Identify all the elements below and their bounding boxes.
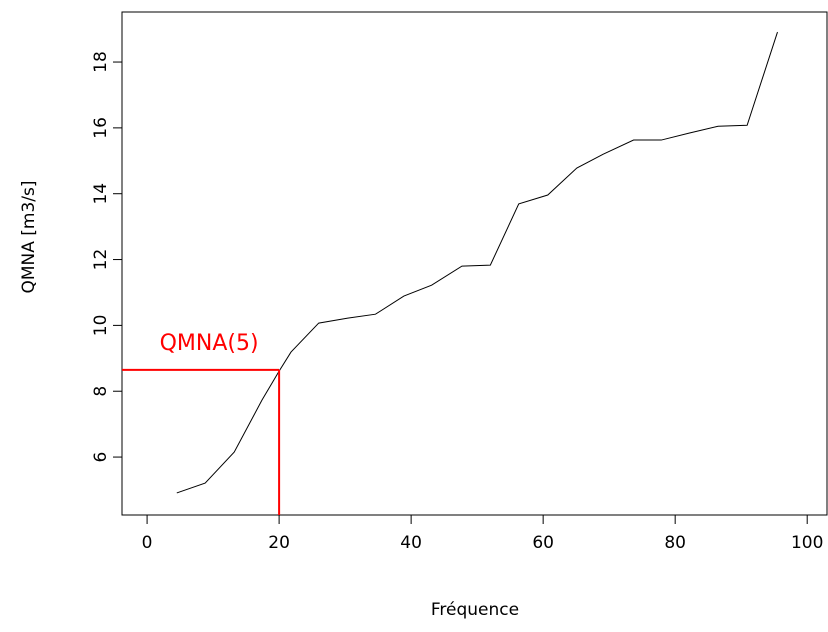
reference-label: QMNA(5): [160, 331, 259, 356]
y-tick-label: 12: [91, 249, 111, 271]
y-tick-label: 8: [91, 386, 111, 397]
y-tick-label: 14: [91, 183, 111, 205]
y-axis-label: QMNA [m3/s]: [19, 180, 39, 293]
data-line: [176, 31, 778, 494]
y-tick-label: 18: [91, 51, 111, 73]
y-tick-label: 10: [91, 315, 111, 337]
x-tick-label: 60: [532, 533, 554, 553]
x-tick-label: 40: [400, 533, 422, 553]
x-tick-label: 80: [664, 533, 686, 553]
y-tick-label: 6: [91, 452, 111, 463]
plot-frame: [121, 11, 828, 516]
x-tick-label: 20: [268, 533, 290, 553]
x-tick-label: 100: [791, 533, 823, 553]
x-tick-label: 0: [142, 533, 153, 553]
y-tick-label: 16: [91, 117, 111, 139]
x-axis-label: Fréquence: [431, 600, 519, 620]
